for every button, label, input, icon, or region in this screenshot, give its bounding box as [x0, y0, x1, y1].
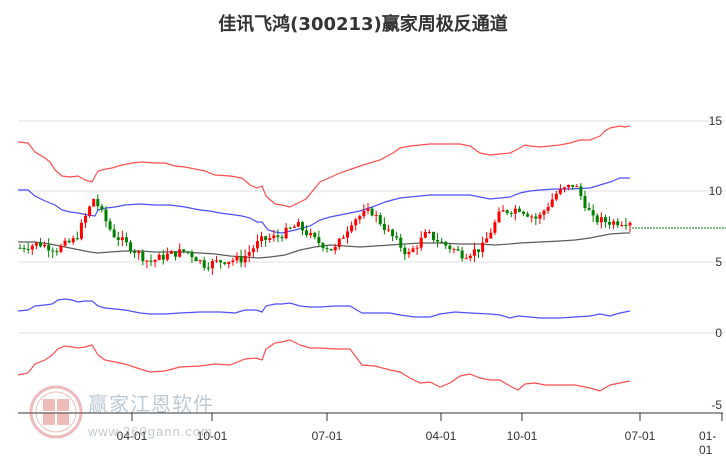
x-tick-label: 10-01	[506, 429, 538, 443]
upper-inner-band	[18, 177, 630, 234]
x-tick-label: 07-01	[311, 429, 343, 443]
x-tick-label: 04-01	[425, 429, 457, 443]
lower-outer-band	[17, 339, 631, 392]
gridlines	[18, 120, 726, 334]
y-tick-0: 0	[715, 326, 722, 340]
x-axis	[18, 412, 723, 421]
upper-outer-band	[17, 125, 631, 208]
x-tick-label: 01-01	[699, 429, 717, 457]
lower-inner-band	[17, 298, 631, 319]
y-tick-5: 5	[715, 255, 722, 269]
x-tick-label: 04-01	[116, 429, 148, 443]
x-tick-label: 07-01	[624, 429, 656, 443]
y-tick-neg5: -5	[711, 398, 722, 412]
watermark-logo-icon	[29, 385, 83, 439]
price-candles	[18, 183, 632, 275]
watermark-url: www.360gann.com	[88, 424, 213, 439]
y-tick-15: 15	[708, 114, 722, 128]
watermark-name: 赢家江恩软件	[88, 392, 214, 416]
chart-title: 佳讯飞鸿(300213)赢家周极反通道	[218, 14, 508, 35]
x-tick-label: 10-01	[196, 429, 228, 443]
y-tick-10: 10	[708, 184, 722, 198]
middle-line	[18, 232, 630, 259]
